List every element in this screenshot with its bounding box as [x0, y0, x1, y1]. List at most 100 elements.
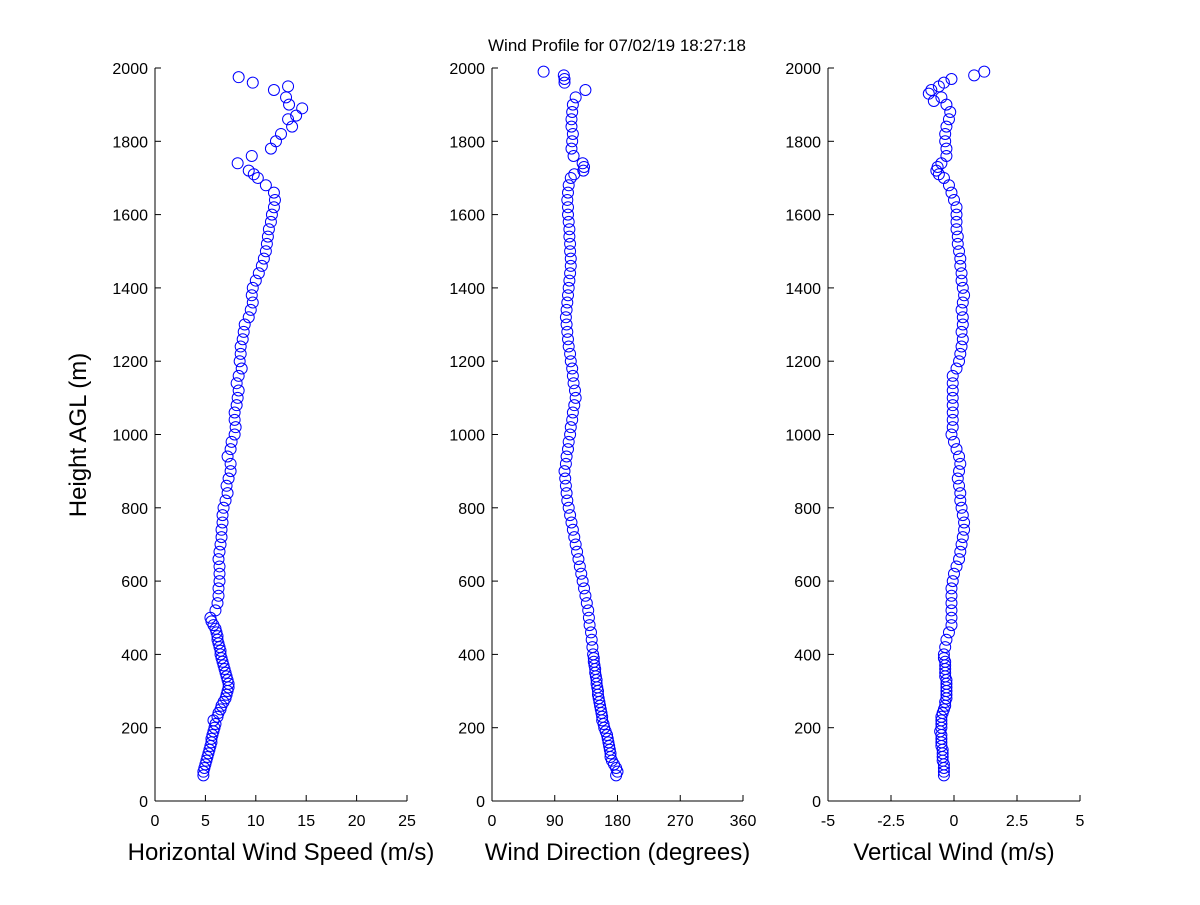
- vertical-y-tick-label: 1600: [785, 208, 821, 225]
- speed-data-point: [230, 377, 243, 390]
- speed-data-point: [202, 747, 215, 760]
- speed-data-point: [213, 560, 226, 573]
- speed-data-point: [224, 465, 237, 478]
- vertical-data-point: [948, 567, 960, 580]
- vertical-data-point: [946, 406, 959, 419]
- vertical-y-tick-label: 1800: [785, 134, 821, 151]
- vertical-y-tick-label: 0: [812, 794, 821, 811]
- vertical-data-point: [951, 472, 964, 485]
- vertical-data-point: [958, 289, 971, 302]
- speed-data-point: [232, 369, 245, 382]
- direction-data-point: [586, 641, 599, 654]
- direction-data-point: [566, 362, 579, 375]
- direction-data-point: [561, 186, 574, 199]
- vertical-data-point: [951, 237, 964, 250]
- vertical-data-point: [945, 604, 958, 617]
- vertical-data-point: [958, 516, 971, 529]
- vertical-data-point: [948, 193, 960, 206]
- direction-data-point: [567, 377, 580, 390]
- speed-data-point: [238, 318, 251, 331]
- direction-data-point: [564, 267, 577, 280]
- speed-data-point: [212, 553, 225, 566]
- speed-data-point: [225, 435, 238, 448]
- direction-y-tick-label: 1600: [449, 208, 485, 225]
- vertical-data-point: [955, 274, 968, 287]
- direction-data-point: [566, 127, 579, 140]
- vertical-data-point: [945, 597, 958, 610]
- speed-y-tick-label: 1800: [112, 134, 148, 151]
- direction-data-point: [575, 567, 588, 580]
- vertical-data-point: [950, 208, 963, 221]
- vertical-data-point: [950, 215, 963, 228]
- vertical-data-point: [955, 303, 968, 316]
- vertical-data-point: [954, 259, 967, 272]
- direction-data-point: [557, 69, 570, 82]
- vertical-data-point: [953, 479, 966, 492]
- vertical-data-point: [950, 223, 963, 236]
- speed-data-point: [212, 589, 225, 602]
- speed-data-point: [222, 472, 235, 485]
- direction-y-tick-label: 2000: [449, 61, 485, 78]
- speed-data-point: [198, 762, 211, 775]
- speed-data-point: [217, 659, 230, 672]
- speed-data-point: [209, 604, 222, 617]
- speed-data-point: [204, 611, 217, 624]
- direction-data-point: [578, 582, 591, 595]
- speed-data-point: [221, 674, 234, 687]
- vertical-data-point: [950, 560, 963, 573]
- vertical-data-point: [922, 87, 935, 100]
- speed-data-point: [228, 428, 241, 441]
- speed-data-point: [233, 355, 246, 368]
- direction-data-point: [585, 633, 598, 646]
- direction-data-point: [564, 509, 577, 522]
- direction-data-point: [565, 516, 578, 529]
- speed-data-point: [264, 215, 277, 228]
- direction-data-point: [583, 619, 596, 632]
- speed-data-point: [234, 340, 247, 353]
- vertical-data-point: [945, 428, 958, 441]
- vertical-data-point: [956, 318, 969, 331]
- direction-data-point: [558, 76, 571, 89]
- speed-y-tick-label: 2000: [112, 61, 148, 78]
- speed-data-point: [213, 641, 226, 654]
- direction-data-point: [566, 98, 579, 111]
- speed-x-tick-label: 10: [247, 813, 265, 830]
- vertical-data-point: [945, 619, 958, 632]
- vertical-data-point: [935, 91, 948, 104]
- chart-title: Wind Profile for 07/02/19 18:27:18: [488, 36, 746, 55]
- speed-data-point: [252, 267, 265, 280]
- vertical-x-tick-label: 5: [1076, 813, 1085, 830]
- speed-data-point: [261, 230, 274, 243]
- vertical-data-point: [946, 421, 959, 434]
- speed-data-point: [262, 223, 275, 236]
- speed-x-axis-label: Horizontal Wind Speed (m/s): [128, 839, 435, 866]
- vertical-data-point: [940, 120, 953, 133]
- speed-data-point: [269, 135, 282, 148]
- speed-data-point: [251, 171, 264, 184]
- speed-data-point: [216, 655, 229, 668]
- speed-data-point: [255, 259, 268, 272]
- speed-data-point: [216, 509, 229, 522]
- direction-y-tick-label: 1800: [449, 134, 485, 151]
- direction-data-point: [587, 648, 600, 661]
- speed-x-tick-label: 0: [151, 813, 160, 830]
- speed-data-point: [237, 325, 250, 338]
- speed-data-point: [259, 179, 272, 192]
- vertical-y-tick-label: 800: [794, 501, 821, 518]
- speed-y-tick-label: 0: [139, 794, 148, 811]
- y-axis-label: Height AGL (m): [65, 353, 92, 518]
- direction-data-point: [561, 325, 574, 338]
- direction-data-point: [565, 142, 578, 155]
- vertical-data-point: [958, 523, 971, 536]
- vertical-data-point: [942, 626, 955, 639]
- direction-data-point: [601, 732, 614, 745]
- vertical-data-point: [954, 347, 967, 360]
- speed-x-tick-label: 20: [348, 813, 366, 830]
- speed-data-point: [211, 597, 224, 610]
- vertical-data-point: [940, 149, 953, 162]
- vertical-data-point: [956, 281, 969, 294]
- direction-data-point: [569, 91, 582, 104]
- vertical-data-point: [953, 450, 966, 463]
- speed-y-tick-label: 1000: [112, 428, 148, 445]
